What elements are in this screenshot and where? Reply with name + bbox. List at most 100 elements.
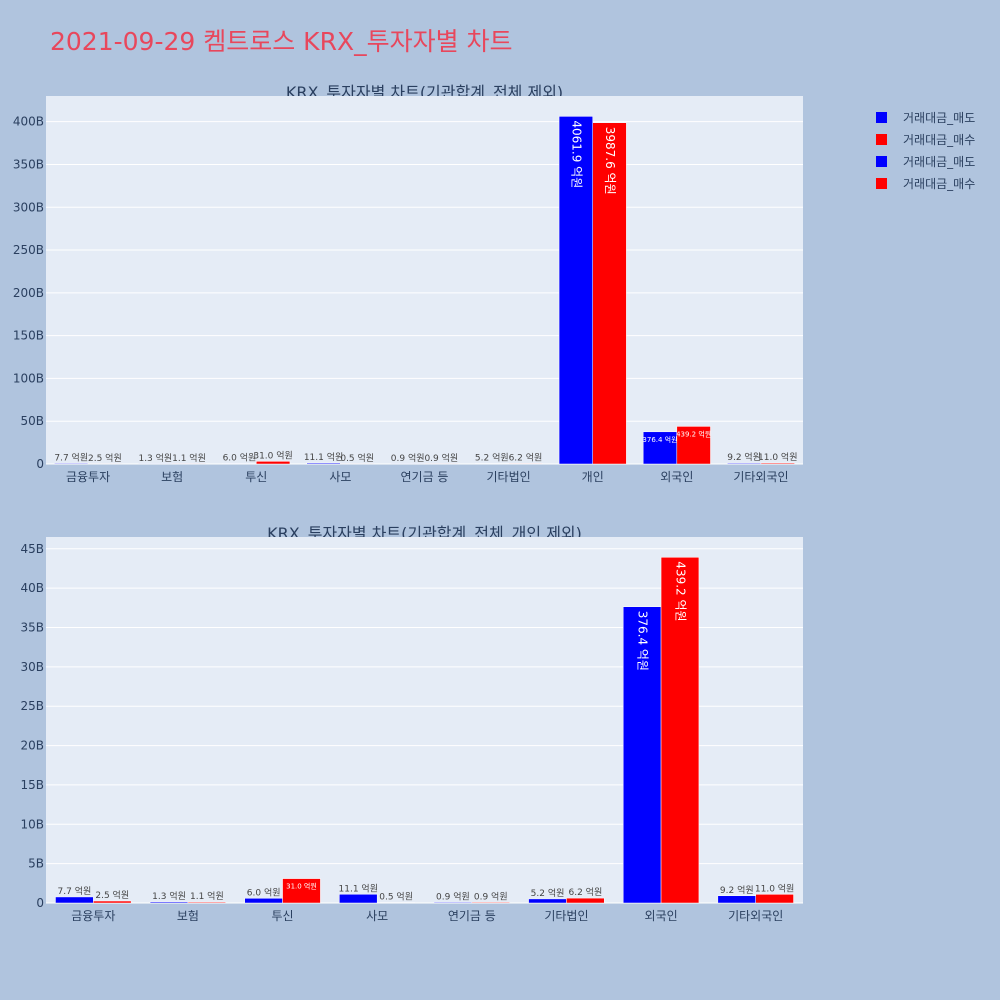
y-tick-label: 300B [13,200,44,214]
bar[interactable] [244,898,283,904]
data-label: 0.9 억원 [424,452,458,464]
legend: 거래대금_매도 거래대금_매수 거래대금_매도 거래대금_매수 [876,106,975,194]
bar[interactable] [760,462,795,465]
bar[interactable] [717,895,756,904]
y-tick-label: 200B [13,286,44,300]
data-label: 0.5 억원 [379,891,413,903]
data-label: 6.2 억원 [568,886,602,898]
data-label: 5.2 억원 [531,887,565,899]
x-tick-label: 사모 [366,909,388,923]
bar[interactable] [282,878,321,904]
data-label: 2.5 억원 [88,452,122,464]
y-tick-label: 100B [13,371,44,385]
legend-label: 거래대금_매도 [903,110,976,125]
x-tick-label: 기타외국인 [728,909,783,923]
x-tick-label: 사모 [329,470,351,484]
x-tick-label: 금융투자 [71,909,115,923]
data-label: 7.7 억원 [58,885,92,897]
data-label: 3987.6 억원 [603,127,617,195]
bar[interactable] [642,431,678,465]
data-label: 11.1 억원 [339,882,378,894]
chart-1: 0 50B 100B 150B 200B 250B 300B 350B 400B 금융투자 7.7 … [13,96,803,484]
bar[interactable] [528,898,567,904]
page-title: 2021-09-29 켐트로스 KRX_투자자별 차트 [50,27,513,56]
data-label: 6.0 억원 [223,451,257,463]
legend-item[interactable]: 거래대금_매수 [876,128,975,150]
x-tick-label: 투신 [245,470,267,484]
x-tick-label: 개인 [582,470,604,484]
y-tick-label: 0 [36,896,44,910]
bar[interactable] [558,116,593,465]
bar[interactable] [508,463,543,465]
data-label: 6.2 억원 [509,451,543,463]
y-tick-label: 20B [20,739,44,753]
bar[interactable] [660,557,700,904]
bar[interactable] [149,901,189,904]
legend-label: 거래대금_매수 [903,132,976,147]
data-label: 4061.9 억원 [569,120,583,188]
data-label: 7.7 억원 [54,451,88,463]
legend-label: 거래대금_매수 [903,176,976,191]
bar[interactable] [54,463,89,465]
data-label: 31.0 억원 [286,882,317,891]
y-tick-label: 15B [20,778,44,792]
chart-2: 0 5B 10B 15B 20B 25B 30B 35B 40B 45B 금융투자 7.7 억원 2.5… [20,537,803,923]
data-label: 439.2 억원 [673,561,687,621]
y-tick-label: 250B [13,243,44,257]
data-label: 5.2 억원 [475,452,509,464]
bar[interactable] [471,902,510,904]
y-tick-label: 150B [13,329,44,343]
legend-item[interactable]: 거래대금_매수 [876,172,975,194]
data-label: 11.0 억원 [755,882,794,894]
x-tick-label: 연기금 등 [448,909,496,923]
bar[interactable] [566,897,605,904]
legend-item[interactable]: 거래대금_매도 [876,150,975,172]
bar[interactable] [187,901,227,904]
y-tick-label: 25B [20,699,44,713]
data-label: 0.9 억원 [436,890,470,902]
data-label: 439.2 억원 [676,429,711,438]
bar[interactable] [676,426,711,465]
legend-swatch [876,111,887,123]
x-tick-label: 보험 [161,470,183,484]
y-tick-label: 40B [20,581,44,595]
bar[interactable] [433,902,473,904]
legend-swatch [876,177,887,189]
plot-area [46,96,803,464]
data-label: 376.4 억원 [636,611,650,671]
y-tick-label: 50B [20,414,44,428]
bar[interactable] [93,900,132,904]
y-tick-label: 0 [36,457,44,471]
bar[interactable] [55,896,94,904]
data-label: 376.4 억원 [642,435,677,444]
y-tick-label: 45B [20,542,44,556]
bar[interactable] [306,462,341,465]
x-tick-label: 기타법인 [544,909,588,923]
x-tick-label: 보험 [177,909,199,923]
data-label: 0.9 억원 [474,890,508,902]
bar[interactable] [339,894,378,904]
bar[interactable] [622,606,662,904]
data-label: 1.3 억원 [152,890,186,902]
x-tick-label: 외국인 [645,909,678,923]
data-label: 0.5 억원 [340,452,374,464]
legend-item[interactable]: 거래대금_매도 [876,106,975,128]
data-label: 1.1 억원 [172,452,206,464]
x-tick-label: 투신 [272,909,294,923]
data-label: 1.3 억원 [138,452,172,464]
bar[interactable] [256,461,291,465]
x-tick-label: 연기금 등 [401,470,449,484]
y-tick-label: 35B [20,621,44,635]
x-tick-label: 외국인 [660,470,693,484]
data-label: 2.5 억원 [95,889,129,901]
bar[interactable] [592,122,627,465]
x-tick-label: 금융투자 [66,470,110,484]
data-label: 0.9 억원 [391,452,425,464]
y-tick-label: 350B [13,157,44,171]
x-tick-label: 기타외국인 [733,470,788,484]
bar[interactable] [755,894,794,904]
legend-swatch [876,133,887,145]
bar[interactable] [222,463,257,465]
bar[interactable] [727,462,762,465]
